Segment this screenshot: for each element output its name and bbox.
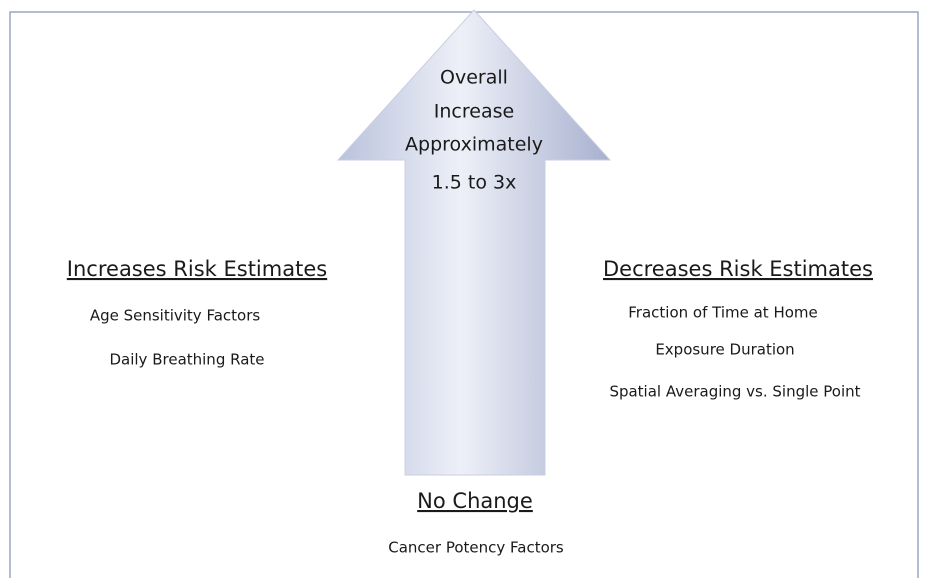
- left-item: Age Sensitivity Factors: [90, 307, 261, 325]
- bottom-item: Cancer Potency Factors: [388, 539, 564, 557]
- right-heading: Decreases Risk Estimates: [603, 257, 873, 281]
- arrow-label: Approximately: [405, 134, 543, 156]
- arrow-label: 1.5 to 3x: [432, 172, 517, 194]
- right-item: Exposure Duration: [655, 341, 794, 359]
- right-item: Spatial Averaging vs. Single Point: [609, 383, 860, 401]
- arrow: [336, 9, 612, 476]
- bottom-heading: No Change: [417, 489, 533, 513]
- frame: [9, 11, 919, 578]
- right-item: Fraction of Time at Home: [628, 304, 818, 322]
- left-heading: Increases Risk Estimates: [67, 257, 327, 281]
- arrow-label: Increase: [434, 101, 514, 123]
- left-item: Daily Breathing Rate: [109, 351, 264, 369]
- arrow-label: Overall: [440, 67, 508, 89]
